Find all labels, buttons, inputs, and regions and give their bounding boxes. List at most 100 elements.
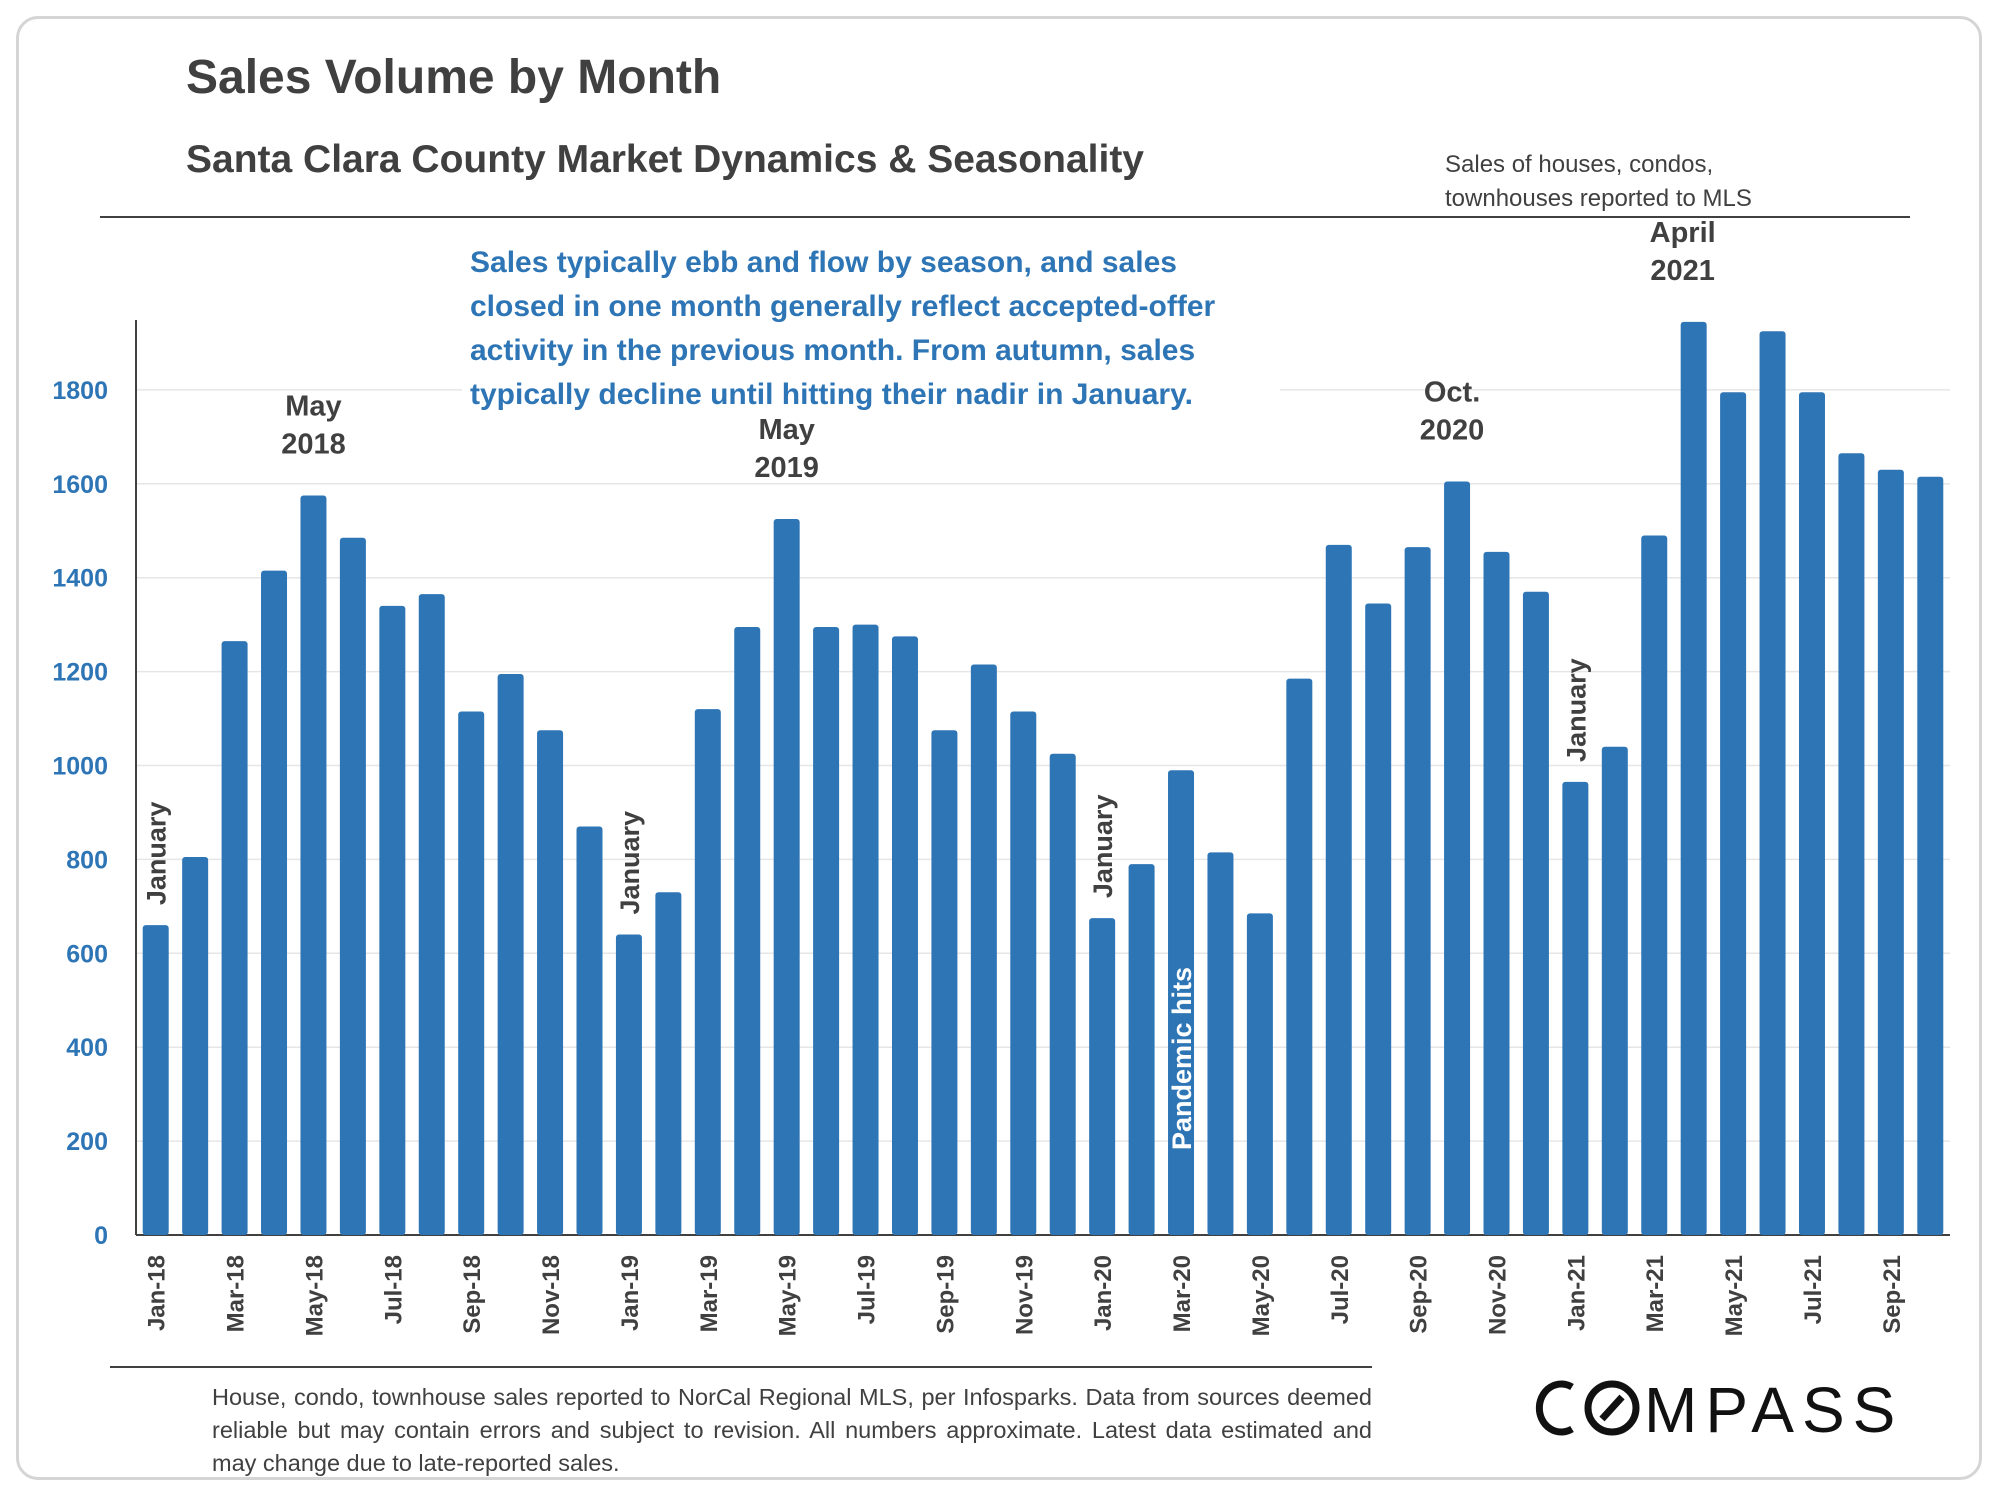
y-tick-label: 1200 <box>52 659 108 687</box>
peak-label-line-1: Oct. <box>1424 376 1480 408</box>
chart-subtitle: Santa Clara County Market Dynamics & Sea… <box>186 138 1144 181</box>
bar <box>1759 331 1786 1235</box>
y-tick-label: 400 <box>66 1034 108 1062</box>
bar <box>1089 918 1116 1235</box>
x-tick-label: Sep-18 <box>459 1255 486 1334</box>
callout-line: closed in one month generally reflect ac… <box>470 290 1216 323</box>
january-label: January <box>615 811 645 915</box>
y-tick-label: 1000 <box>52 753 108 781</box>
x-tick-label: Nov-18 <box>538 1255 565 1335</box>
chart-title: Sales Volume by Month <box>186 51 722 104</box>
svg-text:MPASS: MPASS <box>1644 1374 1900 1443</box>
bar <box>1562 781 1589 1235</box>
x-tick-label: Nov-19 <box>1011 1255 1038 1335</box>
callout-background <box>462 236 1280 412</box>
bar <box>1207 852 1234 1235</box>
bar <box>615 934 642 1235</box>
bar <box>418 594 445 1235</box>
bar <box>852 624 879 1235</box>
bar <box>813 626 840 1235</box>
data-scope-note-line-2: townhouses reported to MLS <box>1445 185 1752 212</box>
x-tick-label: Mar-19 <box>696 1255 723 1332</box>
x-tick-label: Jul-19 <box>854 1255 881 1324</box>
compass-logo: MPASS <box>1535 1374 1900 1443</box>
bar <box>142 925 169 1235</box>
january-label: January <box>1088 795 1118 899</box>
bar <box>1483 551 1510 1235</box>
x-tick-label: Sep-21 <box>1879 1255 1906 1334</box>
bar <box>1168 770 1195 1235</box>
x-tick-label: Jul-20 <box>1327 1255 1354 1324</box>
peak-label-line-2: 2019 <box>754 452 819 484</box>
january-label: January <box>142 802 172 906</box>
y-tick-label: 1400 <box>52 565 108 593</box>
x-tick-label: Mar-18 <box>223 1255 250 1332</box>
y-tick-label: 1800 <box>52 377 108 405</box>
callout-line: Sales typically ebb and flow by season, … <box>470 246 1177 279</box>
bar <box>1325 544 1352 1235</box>
footer-divider <box>110 1366 1372 1368</box>
bar <box>1365 603 1392 1235</box>
peak-label-line-1: April <box>1650 217 1716 249</box>
callout-line: activity in the previous month. From aut… <box>470 334 1195 367</box>
bar <box>1286 678 1313 1235</box>
bar <box>1128 864 1155 1235</box>
bar <box>1838 453 1865 1236</box>
bar <box>221 641 248 1235</box>
y-tick-label: 1600 <box>52 471 108 499</box>
bar <box>773 519 800 1235</box>
bar <box>931 730 958 1235</box>
peak-label-line-2: 2018 <box>281 429 346 461</box>
bar <box>1010 711 1037 1235</box>
peak-label-line-1: May <box>758 414 814 446</box>
callout-line: typically decline until hitting their na… <box>470 378 1193 411</box>
data-scope-note-line-1: Sales of houses, condos, <box>1445 151 1714 178</box>
bar <box>655 892 682 1235</box>
bar <box>458 711 485 1235</box>
peak-label-line-1: May <box>285 391 341 423</box>
x-tick-label: Mar-20 <box>1169 1255 1196 1332</box>
x-tick-label: Jan-21 <box>1563 1255 1590 1331</box>
x-tick-label: Sep-19 <box>932 1255 959 1334</box>
bar <box>379 605 406 1235</box>
y-tick-label: 200 <box>66 1128 108 1156</box>
bar <box>970 664 997 1235</box>
x-tick-label: Jan-20 <box>1090 1255 1117 1331</box>
bar <box>497 673 524 1235</box>
x-tick-label: Jan-19 <box>617 1255 644 1331</box>
x-tick-label: May-21 <box>1721 1255 1748 1336</box>
bar <box>1246 913 1273 1235</box>
bar <box>1798 392 1825 1235</box>
bar <box>1917 476 1944 1235</box>
data-scope-note: Sales of houses, condos, townhouses repo… <box>1445 148 1805 216</box>
x-tick-label: Jul-18 <box>380 1255 407 1324</box>
x-tick-label: May-20 <box>1248 1255 1275 1336</box>
y-tick-label: 0 <box>94 1222 108 1250</box>
bar <box>339 537 366 1235</box>
pandemic-label: Pandemic hits <box>1167 967 1197 1150</box>
x-tick-label: May-19 <box>775 1255 802 1336</box>
bar <box>1522 591 1549 1235</box>
chart-frame <box>16 16 1982 1480</box>
y-tick-label: 800 <box>66 846 108 874</box>
x-tick-label: May-18 <box>301 1255 328 1336</box>
y-tick-label: 600 <box>66 940 108 968</box>
bar <box>1877 469 1904 1236</box>
x-tick-label: Nov-20 <box>1485 1255 1512 1335</box>
bar <box>576 826 603 1235</box>
source-footnote: House, condo, townhouse sales reported t… <box>212 1384 1372 1476</box>
bar <box>891 636 918 1235</box>
bar <box>300 495 327 1236</box>
bar <box>182 857 209 1235</box>
bar <box>1404 547 1431 1235</box>
bar <box>1720 392 1747 1235</box>
bar <box>1049 753 1076 1235</box>
peak-label-line-2: 2020 <box>1420 414 1485 446</box>
bar <box>537 730 564 1235</box>
january-label: January <box>1561 658 1591 762</box>
peak-label-line-2: 2021 <box>1650 255 1715 287</box>
x-tick-label: Jan-18 <box>144 1255 171 1331</box>
bar <box>1641 535 1668 1235</box>
bar <box>1680 321 1707 1235</box>
